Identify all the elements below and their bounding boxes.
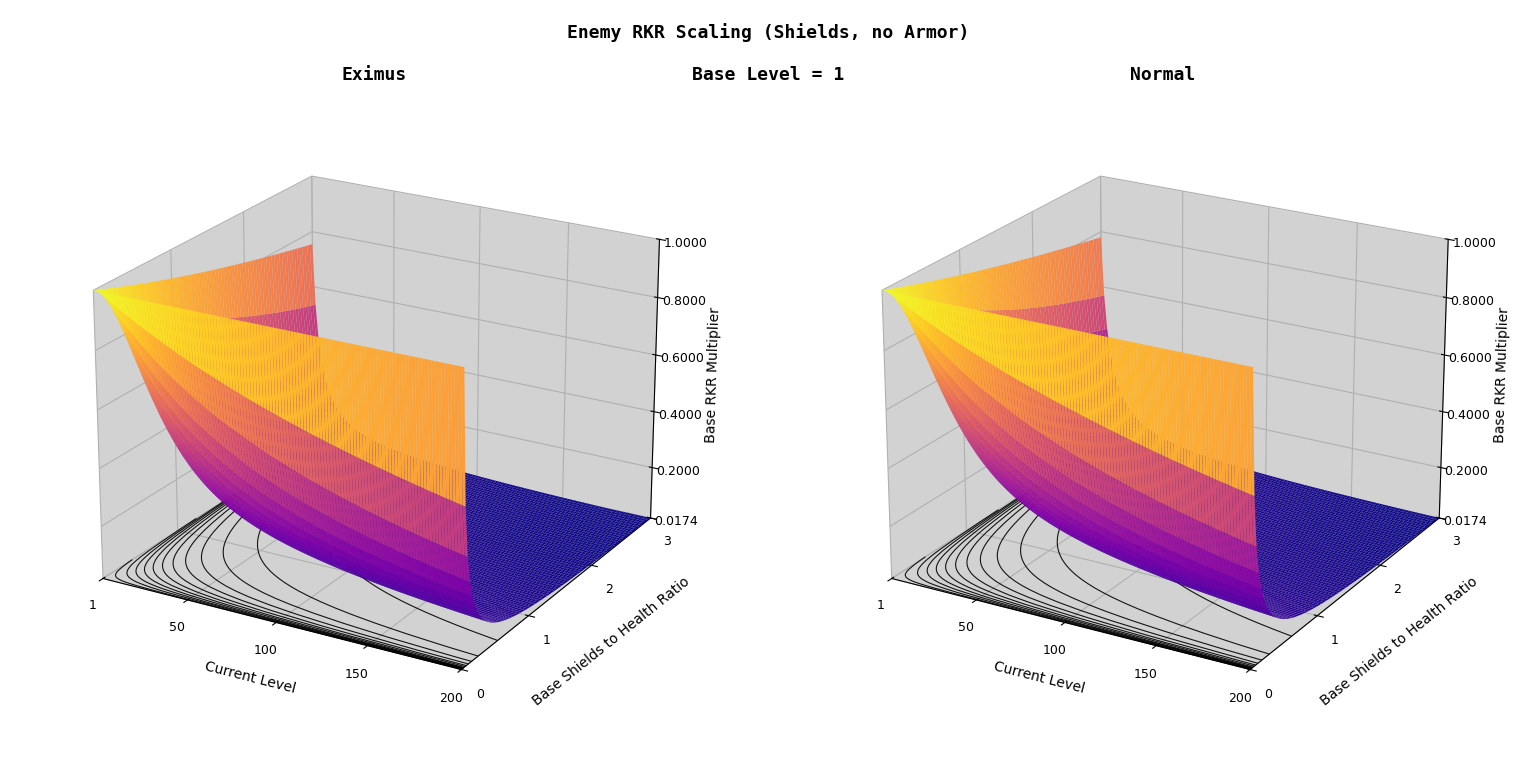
- Title: Eximus: Eximus: [341, 66, 406, 83]
- X-axis label: Current Level: Current Level: [203, 659, 298, 696]
- Title: Normal: Normal: [1130, 66, 1195, 83]
- Text: Enemy RKR Scaling (Shields, no Armor): Enemy RKR Scaling (Shields, no Armor): [567, 23, 969, 42]
- Y-axis label: Base Shields to Health Ratio: Base Shields to Health Ratio: [1318, 574, 1481, 708]
- Text: Base Level = 1: Base Level = 1: [691, 66, 845, 83]
- X-axis label: Current Level: Current Level: [992, 659, 1086, 696]
- Y-axis label: Base Shields to Health Ratio: Base Shields to Health Ratio: [530, 574, 691, 708]
